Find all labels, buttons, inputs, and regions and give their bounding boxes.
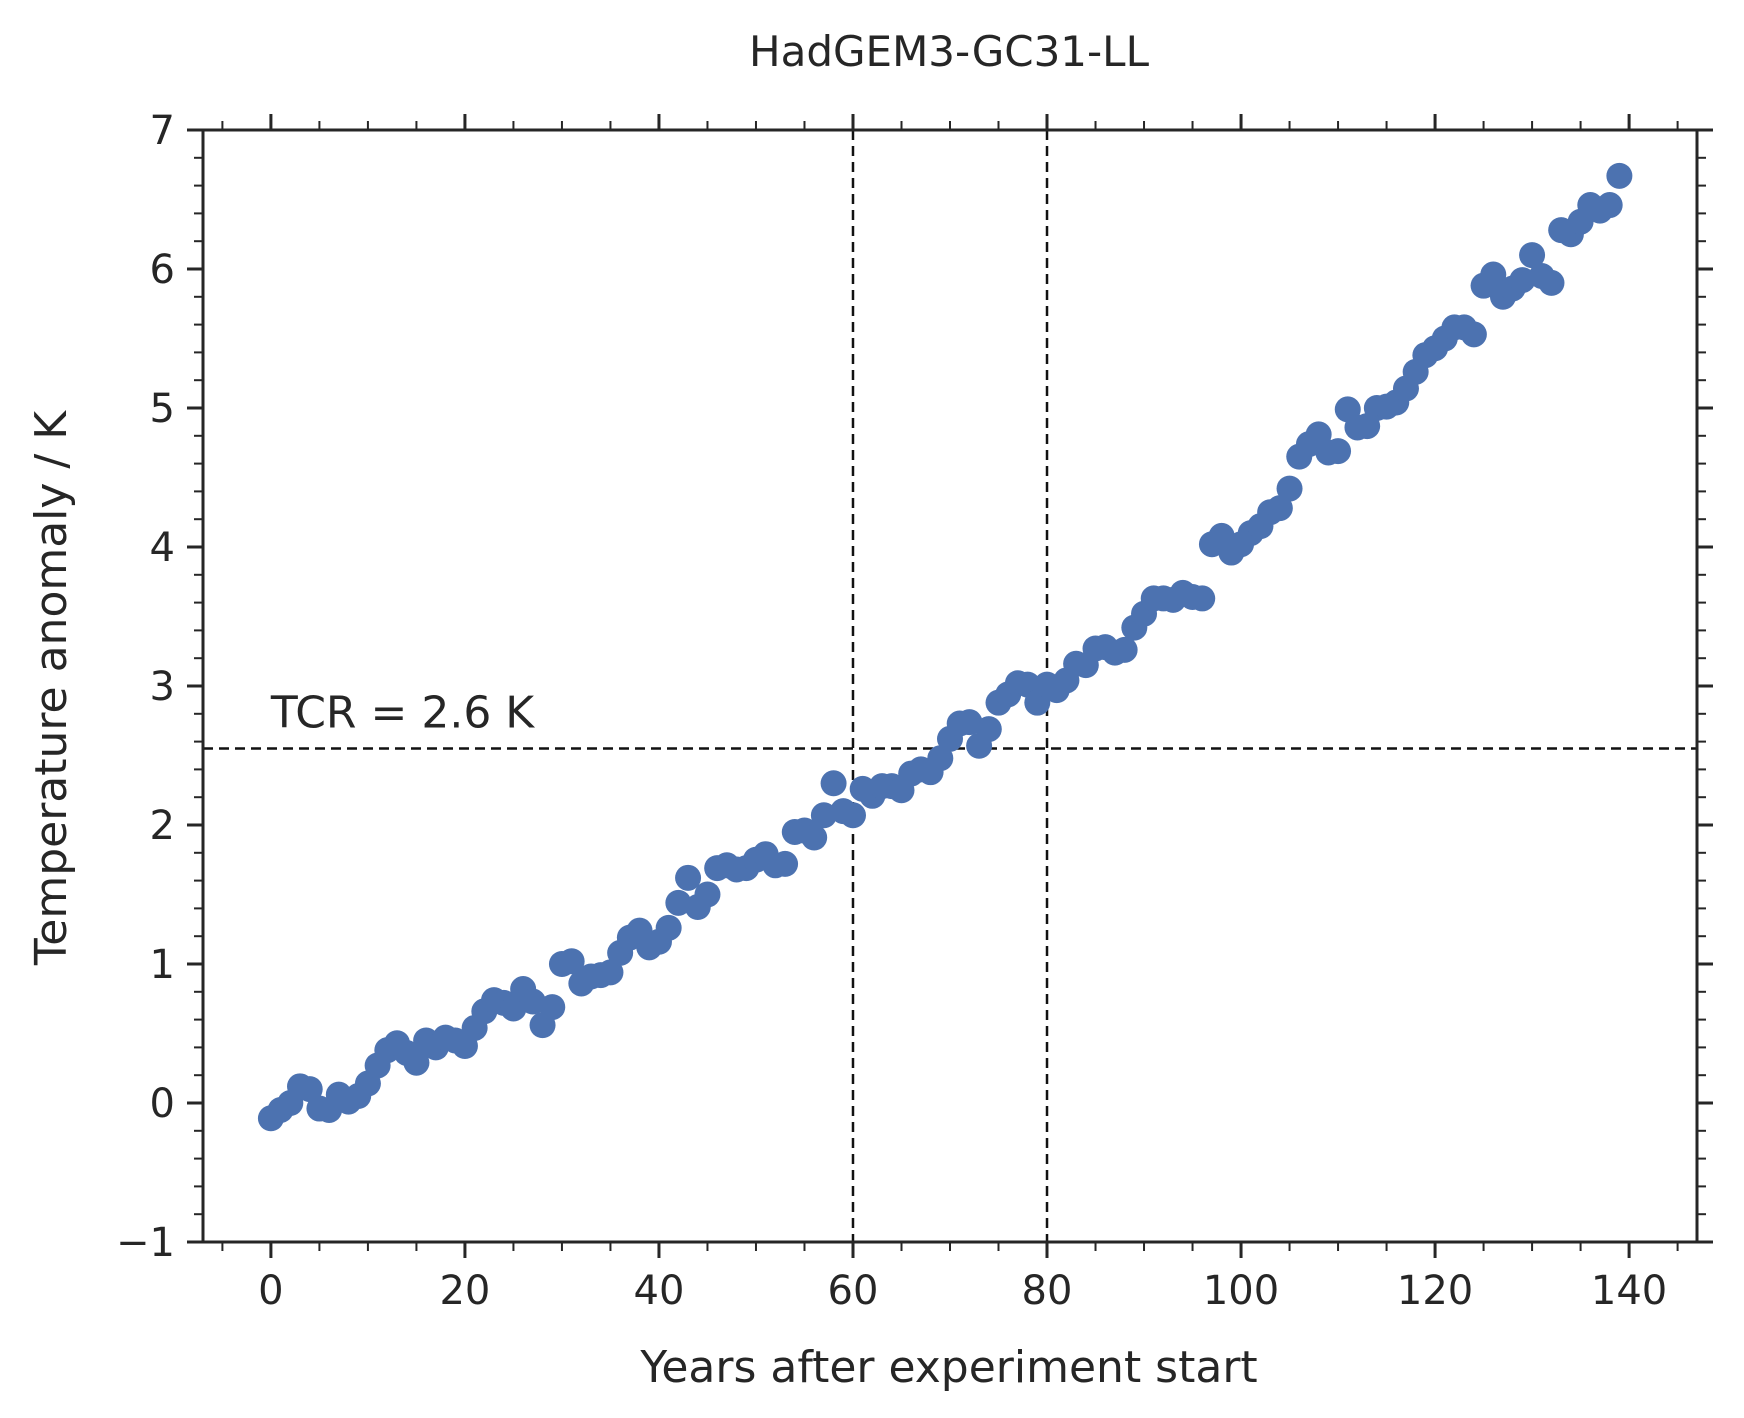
data-point [772, 850, 799, 877]
y-tick-label: −1 [116, 1220, 175, 1266]
data-point [1189, 585, 1216, 612]
data-point [1538, 269, 1565, 296]
y-tick-label: 6 [150, 247, 175, 293]
data-point [665, 889, 692, 916]
x-tick-label: 20 [439, 1268, 490, 1314]
y-tick-label: 3 [150, 664, 175, 710]
reference-lines [203, 130, 1697, 1242]
data-point [1276, 475, 1303, 502]
data-point [1509, 267, 1536, 294]
data-point [558, 948, 585, 975]
data-point [820, 770, 847, 797]
x-tick-label: 80 [1022, 1268, 1073, 1314]
data-point [675, 864, 702, 891]
data-point [810, 802, 837, 829]
data-point [1480, 261, 1507, 288]
x-tick-label: 40 [634, 1268, 685, 1314]
data-point [839, 802, 866, 829]
plot-frame [201, 128, 1699, 1244]
y-tick-label: 4 [150, 525, 175, 571]
x-tick-label: 100 [1203, 1268, 1279, 1314]
tcr-annotation: TCR = 2.6 K [270, 688, 535, 739]
data-point [296, 1076, 323, 1103]
data-point [801, 824, 828, 851]
data-point [1519, 242, 1546, 269]
x-axis-label: Years after experiment start [639, 1342, 1257, 1393]
data-point [1325, 438, 1352, 465]
data-points [257, 162, 1633, 1132]
y-axis-label: Temperature anomaly / K [26, 410, 77, 966]
data-point [1606, 162, 1633, 189]
data-point [597, 959, 624, 986]
y-tick-label: 0 [150, 1081, 175, 1127]
data-point [1111, 636, 1138, 663]
x-tick-label: 0 [258, 1268, 283, 1314]
x-tick-label: 120 [1397, 1268, 1473, 1314]
y-tick-label: 2 [150, 803, 175, 849]
data-point [403, 1049, 430, 1076]
data-point [1460, 321, 1487, 348]
data-point [694, 881, 721, 908]
x-tick-label: 140 [1591, 1268, 1667, 1314]
data-point [539, 994, 566, 1021]
y-tick-label: 5 [150, 386, 175, 432]
y-tick-label: 7 [150, 108, 175, 154]
data-point [1596, 192, 1623, 219]
x-tick-label: 60 [828, 1268, 879, 1314]
chart-title: HadGEM3-GC31-LL [749, 27, 1150, 76]
data-point [655, 914, 682, 941]
data-point [975, 716, 1002, 743]
data-point [1266, 495, 1293, 522]
data-point [927, 745, 954, 772]
tick-labels: 0 20 40 60 80 100 120 140 −1 0 1 2 3 4 5 6 7 [116, 108, 1667, 1314]
y-tick-label: 1 [150, 942, 175, 988]
